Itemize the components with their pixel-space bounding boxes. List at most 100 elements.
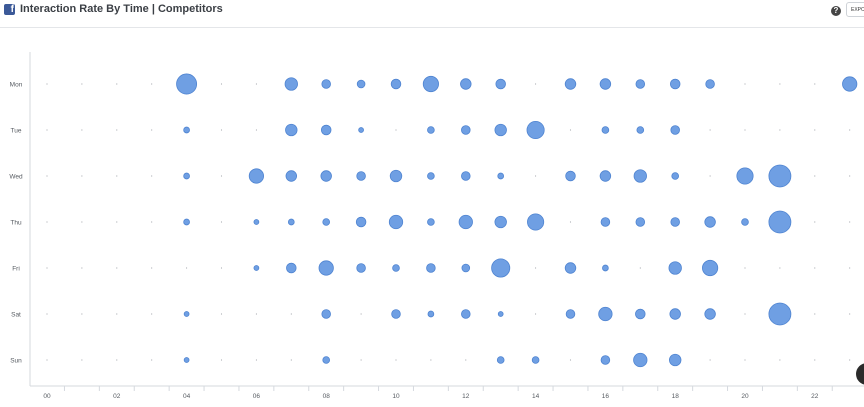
bubble-chart: 00 02 04 06 08 10 12 14 16 18 20 22 Mon Tue Wed Thu Fri S… <box>9 52 864 400</box>
empty-slot-dot <box>116 129 118 131</box>
bubble-point <box>460 78 472 90</box>
empty-slot-dot <box>46 175 48 177</box>
bubble-point <box>601 126 610 134</box>
bubble-point <box>426 263 436 273</box>
bubble-point <box>668 261 682 275</box>
empty-slot-dot <box>46 83 48 85</box>
question-icon[interactable]: ? <box>831 6 841 16</box>
x-tick-label: 04 <box>183 393 191 400</box>
empty-slot-dot <box>814 313 816 315</box>
y-tick-label: Mon <box>10 82 23 89</box>
bubble-point <box>286 262 297 274</box>
bubble-point <box>565 170 576 182</box>
x-tick-label: 10 <box>392 393 400 400</box>
bubble-point <box>495 78 506 90</box>
bubble-point <box>768 210 792 234</box>
empty-slot-dot <box>151 175 153 177</box>
bubble-point <box>183 126 190 134</box>
empty-slot-dot <box>814 359 816 361</box>
bubble-point <box>768 164 792 188</box>
empty-slot-dot <box>639 267 641 269</box>
bubble-point <box>461 263 471 273</box>
bubble-point <box>669 353 682 367</box>
empty-slot-dot <box>569 359 572 361</box>
empty-slot-dot <box>744 129 746 131</box>
empty-slot-dot <box>186 267 188 269</box>
bubble-point <box>183 357 190 363</box>
bubble-point <box>527 213 545 231</box>
export-button[interactable]: EXPO <box>846 2 864 17</box>
empty-slot-dot <box>849 175 851 177</box>
y-tick-label: Fri <box>12 266 20 273</box>
empty-slot-dot <box>116 267 118 269</box>
bubble-point <box>176 73 198 95</box>
bubble-point <box>422 75 439 93</box>
bubble-point <box>497 311 504 317</box>
bubble-point <box>564 78 577 90</box>
floating-action-button[interactable] <box>856 363 864 385</box>
bubble-point <box>635 217 646 227</box>
empty-slot-dot <box>116 175 118 177</box>
empty-slot-dot <box>849 221 851 223</box>
bubble-point <box>356 79 366 89</box>
bubble-point <box>320 170 332 182</box>
empty-slot-dot <box>849 129 851 131</box>
empty-slot-dot <box>116 359 118 361</box>
empty-slot-dot <box>814 267 816 269</box>
bubble-point <box>669 308 681 320</box>
y-tick-label: Thu <box>10 220 22 227</box>
bubble-point <box>736 167 754 185</box>
empty-slot-dot <box>81 221 83 223</box>
bubble-point <box>389 169 403 183</box>
facebook-icon: f <box>4 4 15 15</box>
bubble-point <box>320 124 332 136</box>
empty-slot-dot <box>116 83 118 85</box>
page-title: Interaction Rate By Time | Competitors <box>20 3 223 15</box>
empty-slot-dot <box>151 221 153 223</box>
bubble-point <box>183 311 190 317</box>
bubble-point <box>670 217 680 227</box>
empty-slot-dot <box>779 129 781 131</box>
bubble-point <box>248 168 264 184</box>
bubble-point <box>670 125 680 135</box>
bubble-point <box>458 214 473 230</box>
empty-slot-dot <box>360 359 362 361</box>
bubble-point <box>602 264 609 272</box>
empty-slot-dot <box>46 359 48 361</box>
y-tick-label: Sun <box>10 358 22 365</box>
bubble-point <box>285 123 298 137</box>
bubble-point <box>427 218 435 226</box>
empty-slot-dot <box>430 359 432 361</box>
bubble-point <box>321 309 331 319</box>
empty-slot-dot <box>569 129 572 131</box>
empty-slot-dot <box>779 267 781 269</box>
empty-slot-dot <box>81 267 83 269</box>
empty-slot-dot <box>360 313 362 315</box>
bubble-point <box>390 78 402 90</box>
bubble-point <box>526 120 545 140</box>
x-tick-label: 06 <box>253 393 261 400</box>
empty-slot-dot <box>744 83 746 85</box>
empty-slot-dot <box>255 129 257 131</box>
bubble-point <box>702 259 719 277</box>
empty-slot-dot <box>151 267 153 269</box>
bubble-point <box>322 218 331 226</box>
bubble-point <box>284 77 298 91</box>
empty-slot-dot <box>255 359 257 361</box>
bubble-point <box>496 356 505 364</box>
empty-slot-dot <box>81 129 83 131</box>
bubble-point <box>491 258 511 278</box>
x-tick-label: 18 <box>672 393 680 400</box>
empty-slot-dot <box>744 359 746 361</box>
bubble-point <box>461 309 471 319</box>
bubble-point <box>388 214 404 230</box>
empty-slot-dot <box>535 313 537 315</box>
empty-slot-dot <box>116 221 118 223</box>
empty-slot-dot <box>151 129 153 131</box>
empty-slot-dot <box>709 175 711 177</box>
y-tick-label: Wed <box>9 174 23 181</box>
y-tick-label: Tue <box>11 128 22 135</box>
empty-slot-dot <box>535 267 537 269</box>
empty-slot-dot <box>81 359 83 361</box>
empty-slot-dot <box>814 221 816 223</box>
